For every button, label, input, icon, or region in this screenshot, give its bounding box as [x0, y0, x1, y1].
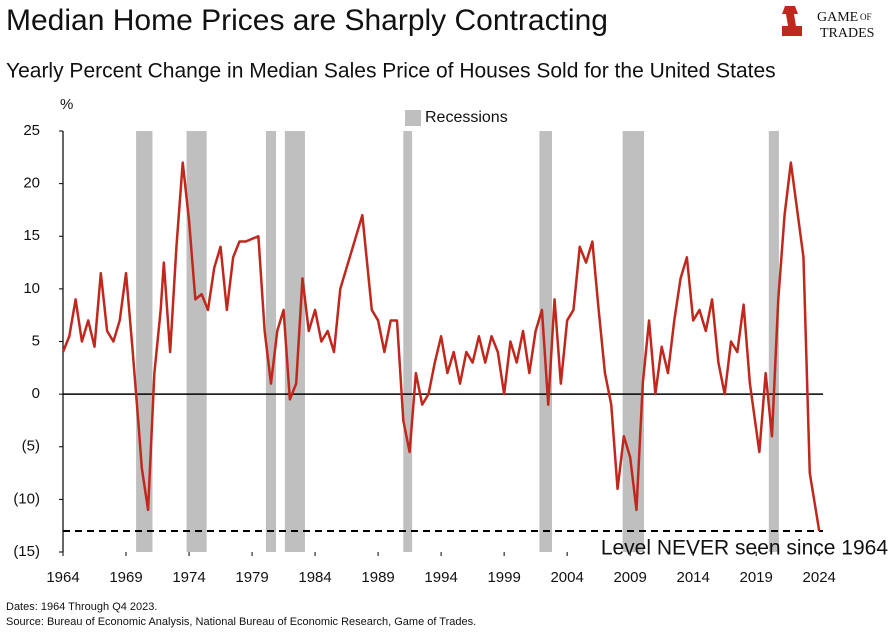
x-tick-label: 2009 [613, 569, 646, 586]
footnote: Dates: 1964 Through Q4 2023. [6, 601, 157, 613]
chart-subtitle: Yearly Percent Change in Median Sales Pr… [6, 60, 776, 83]
x-tick-label: 1994 [424, 569, 457, 586]
legend-swatch [405, 110, 421, 126]
logo-text: GAME [817, 10, 858, 25]
y-tick-label: 5 [32, 332, 40, 349]
x-tick-label: 1999 [487, 569, 520, 586]
y-tick-label: (5) [22, 438, 40, 455]
x-tick-label: 1979 [235, 569, 268, 586]
x-tick-label: 2024 [803, 569, 836, 586]
logo: GAME OF TRADES [782, 6, 874, 41]
y-tick-label: 0 [32, 385, 40, 402]
logo-text: OF [860, 12, 872, 22]
recession-band [539, 131, 553, 552]
legend-label: Recessions [425, 109, 508, 126]
y-tick-label: 25 [23, 122, 40, 139]
annotation: Level NEVER seen since 1964 [601, 536, 888, 559]
data-line [61, 161, 821, 532]
x-tick-label: 2014 [676, 569, 709, 586]
x-tick-label: 1989 [361, 569, 394, 586]
y-tick-label: 20 [23, 175, 40, 192]
y-tick-label: (10) [13, 490, 40, 507]
footnote: Source: Bureau of Economic Analysis, Nat… [6, 616, 476, 628]
x-tick-label: 1969 [109, 569, 142, 586]
chart-title: Median Home Prices are Sharply Contracti… [6, 4, 608, 37]
logo-icon [782, 6, 802, 36]
x-tick-label: 1964 [46, 569, 79, 586]
x-tick-label: 2004 [550, 569, 583, 586]
recession-band [284, 131, 305, 552]
logo-text: TRADES [820, 26, 874, 41]
recession-band [403, 131, 413, 552]
y-tick-label: 15 [23, 227, 40, 244]
recession-band [768, 131, 779, 552]
y-tick-label: (15) [13, 543, 40, 560]
recession-band [265, 131, 277, 552]
y-tick-label: 10 [23, 280, 40, 297]
y-unit: % [60, 96, 73, 113]
x-tick-label: 2019 [740, 569, 773, 586]
x-tick-label: 1974 [172, 569, 205, 586]
recession-band [186, 131, 207, 552]
x-tick-label: 1984 [298, 569, 331, 586]
